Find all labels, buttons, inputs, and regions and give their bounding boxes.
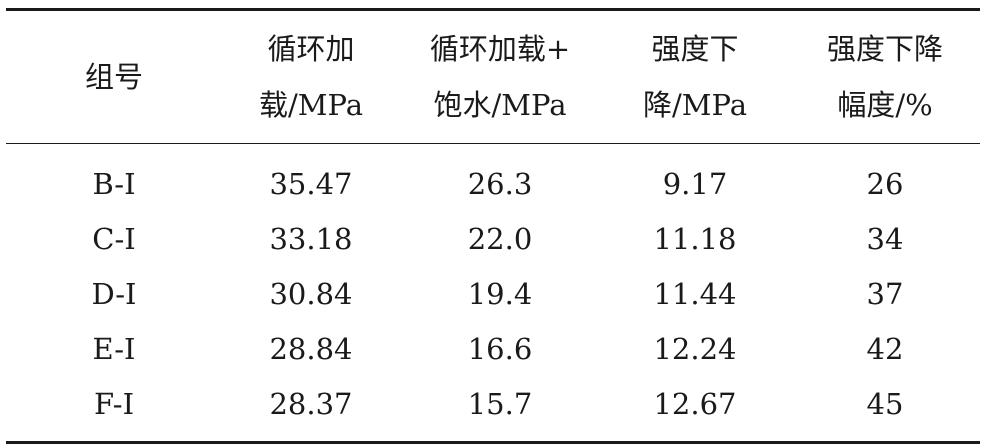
- header-row: 组号 循环加 载/MPa 循环加载+ 饱水/MPa 强度下 降/MPa 强度下降…: [6, 9, 980, 144]
- table-row: C-I 33.18 22.0 11.18 34: [6, 211, 980, 266]
- data-table-container: 组号 循环加 载/MPa 循环加载+ 饱水/MPa 强度下 降/MPa 强度下降…: [6, 8, 980, 444]
- header-group-id: 组号: [84, 60, 143, 94]
- cell-group-id: D-I: [91, 276, 137, 311]
- cell-cyclic-loading: 28.37: [269, 386, 353, 421]
- table-row: E-I 28.84 16.6 12.24 42: [6, 321, 980, 376]
- cell-strength-drop-percent: 26: [866, 166, 904, 201]
- cell-strength-drop-percent: 34: [866, 221, 904, 256]
- data-table: 组号 循环加 载/MPa 循环加载+ 饱水/MPa 强度下 降/MPa 强度下降…: [6, 8, 980, 444]
- header-strength-drop: 强度下 降/MPa: [643, 32, 747, 122]
- header-cyclic-loading-saturated: 循环加载+ 饱水/MPa: [429, 32, 571, 122]
- header-cyclic-loading: 循环加 载/MPa: [259, 32, 363, 122]
- cell-cyclic-loading: 33.18: [269, 221, 353, 256]
- cell-cyclic-loading: 30.84: [269, 276, 353, 311]
- table-row: D-I 30.84 19.4 11.44 37: [6, 266, 980, 321]
- cell-group-id: B-I: [92, 166, 136, 201]
- cell-strength-drop: 12.67: [653, 386, 737, 421]
- header-strength-drop-percent: 强度下降 幅度/%: [826, 32, 943, 122]
- cell-cyclic-loading: 28.84: [269, 331, 353, 366]
- cell-strength-drop: 9.17: [662, 166, 728, 201]
- cell-cyclic-loading: 35.47: [269, 166, 353, 201]
- cell-strength-drop: 12.24: [653, 331, 737, 366]
- cell-cyclic-loading-saturated: 15.7: [467, 386, 533, 421]
- cell-group-id: F-I: [93, 386, 135, 421]
- cell-cyclic-loading-saturated: 22.0: [467, 221, 533, 256]
- table-row: B-I 35.47 26.3 9.17 26: [6, 144, 980, 212]
- cell-strength-drop-percent: 45: [866, 386, 904, 421]
- cell-cyclic-loading-saturated: 16.6: [467, 331, 533, 366]
- cell-group-id: E-I: [92, 331, 136, 366]
- cell-cyclic-loading-saturated: 26.3: [467, 166, 533, 201]
- cell-strength-drop: 11.44: [653, 276, 737, 311]
- cell-cyclic-loading-saturated: 19.4: [467, 276, 533, 311]
- cell-strength-drop-percent: 42: [866, 331, 904, 366]
- cell-strength-drop-percent: 37: [866, 276, 904, 311]
- cell-group-id: C-I: [92, 221, 136, 256]
- table-row: F-I 28.37 15.7 12.67 45: [6, 376, 980, 443]
- cell-strength-drop: 11.18: [653, 221, 737, 256]
